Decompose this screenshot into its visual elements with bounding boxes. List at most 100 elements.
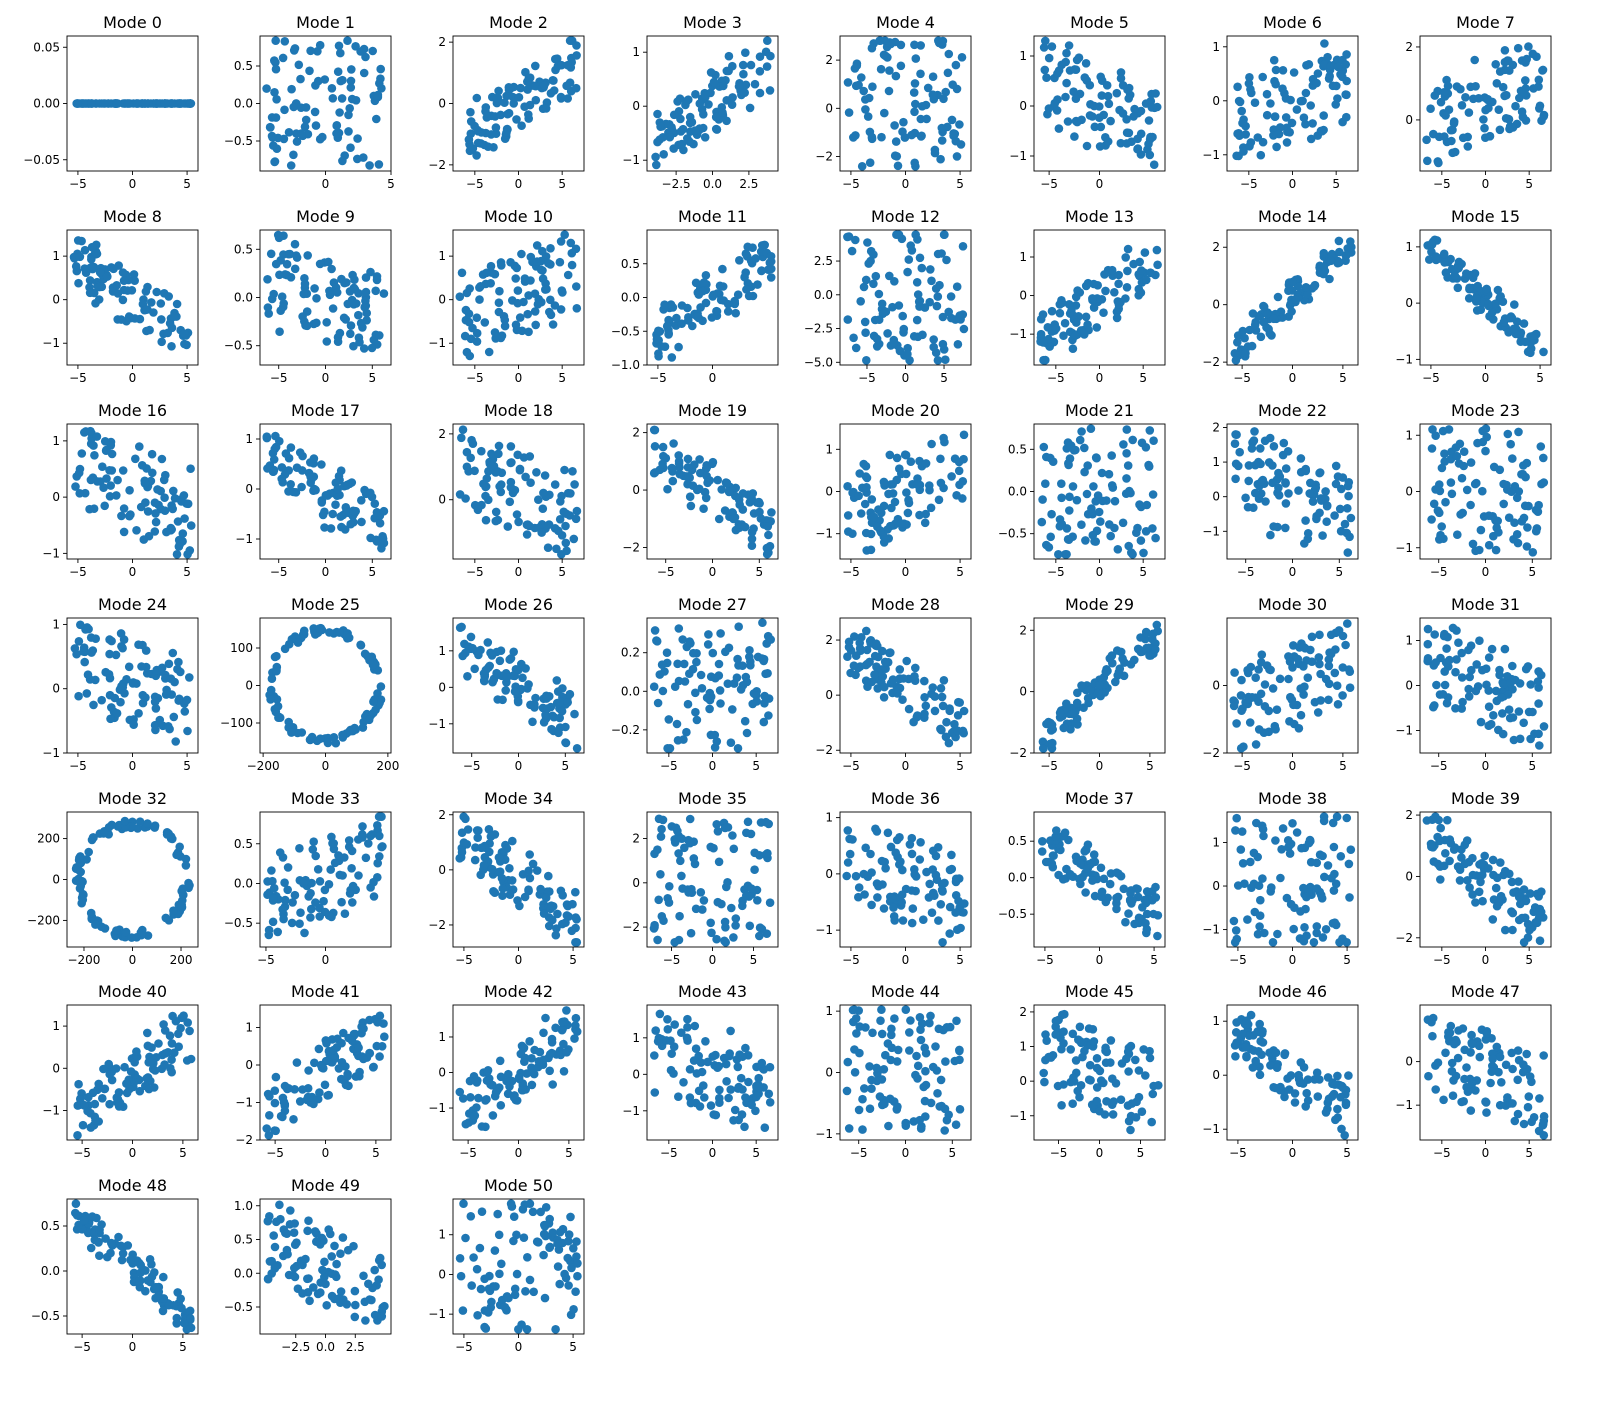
- scatter-point: [122, 1079, 131, 1088]
- scatter-point: [507, 483, 516, 492]
- scatter-point: [1432, 252, 1441, 261]
- scatter-point: [1324, 696, 1333, 705]
- y-tick-label: 1: [1405, 428, 1413, 442]
- scatter-point: [1341, 60, 1350, 69]
- scatter-point: [492, 1088, 501, 1097]
- scatter-point: [1128, 436, 1137, 445]
- scatter-point: [1501, 645, 1510, 654]
- scatter-point: [544, 872, 553, 881]
- scatter-point: [1072, 318, 1081, 327]
- scatter-point: [1532, 527, 1541, 536]
- scatter-point: [287, 728, 296, 737]
- scatter-point: [1463, 836, 1472, 845]
- scatter-point: [1061, 828, 1070, 837]
- scatter-point: [290, 1085, 299, 1094]
- scatter-point: [849, 334, 858, 343]
- scatter-point: [87, 476, 96, 485]
- scatter-point: [1048, 739, 1057, 748]
- scatter-point: [927, 440, 936, 449]
- scatter-point: [1440, 258, 1449, 267]
- scatter-point: [494, 87, 503, 96]
- scatter-point: [1119, 519, 1128, 528]
- scatter-point: [1129, 112, 1138, 121]
- scatter-point: [905, 255, 914, 264]
- scatter-point: [120, 528, 129, 537]
- scatter-point: [504, 522, 513, 531]
- scatter-point: [174, 696, 183, 705]
- scatter-point: [173, 300, 182, 309]
- scatter-point: [740, 273, 749, 282]
- scatter-point: [1056, 300, 1065, 309]
- scatter-point: [171, 737, 180, 746]
- scatter-point: [766, 635, 775, 644]
- y-tick-label: −0.5: [998, 907, 1027, 921]
- scatter-point: [1280, 439, 1289, 448]
- scatter-point: [1052, 826, 1061, 835]
- scatter-point: [274, 702, 283, 711]
- scatter-point: [76, 868, 85, 877]
- scatter-point: [1431, 91, 1440, 100]
- scatter-points: [456, 425, 581, 558]
- scatter-point: [570, 480, 579, 489]
- y-tick-label: 0: [52, 873, 60, 887]
- scatter-point: [1130, 105, 1139, 114]
- scatter-point: [843, 233, 852, 242]
- scatter-point: [709, 291, 718, 300]
- scatter-point: [119, 268, 128, 277]
- subplot-title: Mode 9: [296, 207, 355, 226]
- scatter-point: [1284, 836, 1293, 845]
- scatter-point: [505, 864, 514, 873]
- scatter-point: [1106, 117, 1115, 126]
- scatter-point: [651, 426, 660, 435]
- scatter-point: [281, 1082, 290, 1091]
- scatter-point: [703, 479, 712, 488]
- scatter-point: [495, 287, 504, 296]
- scatter-point: [467, 117, 476, 126]
- y-tick-label: 1: [52, 1019, 60, 1033]
- scatter-point: [1044, 323, 1053, 332]
- x-tick-label: 0: [1096, 953, 1104, 967]
- scatter-point: [948, 80, 957, 89]
- scatter-point: [960, 899, 969, 908]
- scatter-point: [870, 513, 879, 522]
- scatter-point: [931, 692, 940, 701]
- scatter-point: [570, 710, 579, 719]
- scatter-point: [1239, 859, 1248, 868]
- y-tick-label: 0.0: [621, 291, 640, 305]
- scatter-point: [1335, 237, 1344, 246]
- scatter-point: [1293, 105, 1302, 114]
- scatter-point: [862, 356, 871, 365]
- scatter-point: [1323, 53, 1332, 62]
- scatter-point: [1259, 825, 1268, 834]
- y-tick-label: 0.0: [814, 288, 833, 302]
- x-tick-label: −5: [1233, 371, 1251, 385]
- scatter-point: [1263, 90, 1272, 99]
- scatter-point: [347, 864, 356, 873]
- scatter-point: [323, 337, 332, 346]
- scatter-point: [297, 129, 306, 138]
- scatter-point: [1037, 315, 1046, 324]
- scatter-point: [1069, 482, 1078, 491]
- scatter-point: [103, 272, 112, 281]
- y-tick-label: 0.5: [234, 59, 253, 73]
- x-tick-label: 0: [1096, 759, 1104, 773]
- scatter-point: [1270, 56, 1279, 65]
- scatter-point: [572, 515, 581, 524]
- x-tick-label: 0: [902, 371, 910, 385]
- scatter-point: [1108, 481, 1117, 490]
- subplot-title: Mode 2: [489, 13, 548, 32]
- scatter-point: [1441, 498, 1450, 507]
- scatter-point: [1108, 659, 1117, 668]
- scatter-point: [1330, 843, 1339, 852]
- scatter-point: [91, 1100, 100, 1109]
- scatter-point: [929, 683, 938, 692]
- y-tick-label: 2: [438, 427, 446, 441]
- scatter-point: [184, 500, 193, 509]
- scatter-point: [292, 251, 301, 260]
- scatter-point: [653, 936, 662, 945]
- scatter-point: [713, 737, 722, 746]
